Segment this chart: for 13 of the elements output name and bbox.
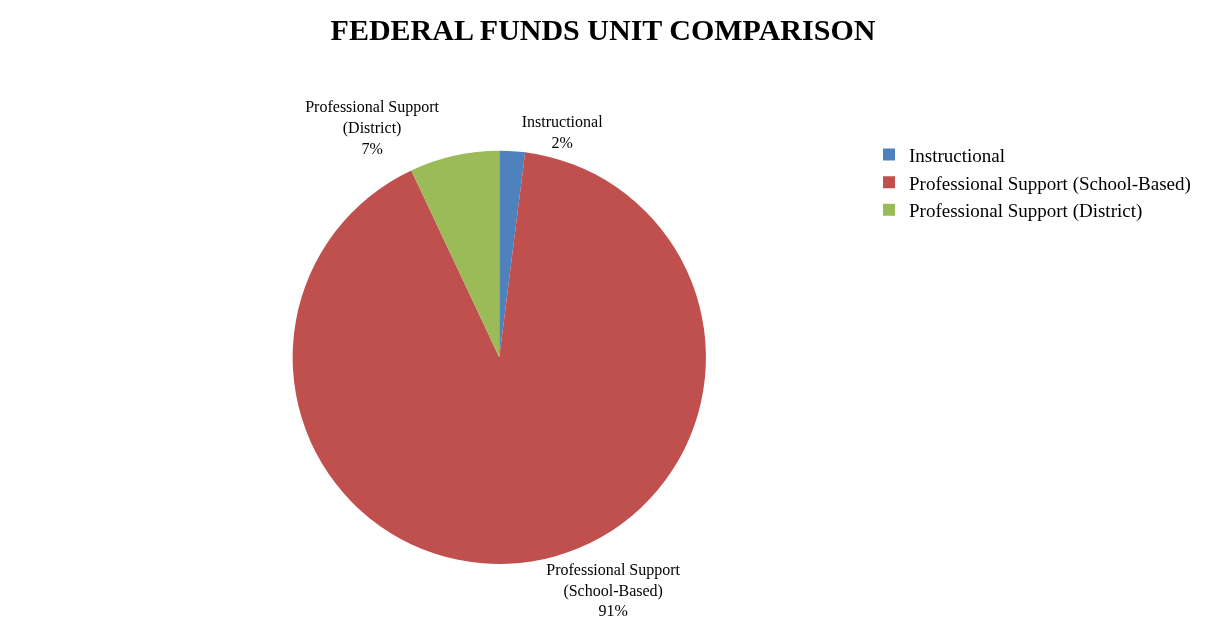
legend-label: Professional Support (District) bbox=[909, 200, 1143, 223]
data-label: 2% bbox=[551, 134, 573, 152]
data-label: 7% bbox=[361, 140, 383, 158]
legend-label: Instructional bbox=[909, 144, 1006, 166]
chart-title: FEDERAL FUNDS UNIT COMPARISON bbox=[330, 12, 876, 46]
pie-slice bbox=[499, 150, 526, 358]
pie-slice bbox=[292, 152, 706, 564]
slice-label: Professional Support (District) bbox=[305, 98, 440, 138]
legend-label: Professional Support (School-Based) bbox=[909, 172, 1191, 195]
data-label: 91% bbox=[598, 602, 628, 620]
slice-label: Professional Support (School-Based) bbox=[546, 560, 681, 600]
slice-label: Instructional bbox=[521, 113, 604, 131]
pie-slice bbox=[411, 150, 500, 358]
